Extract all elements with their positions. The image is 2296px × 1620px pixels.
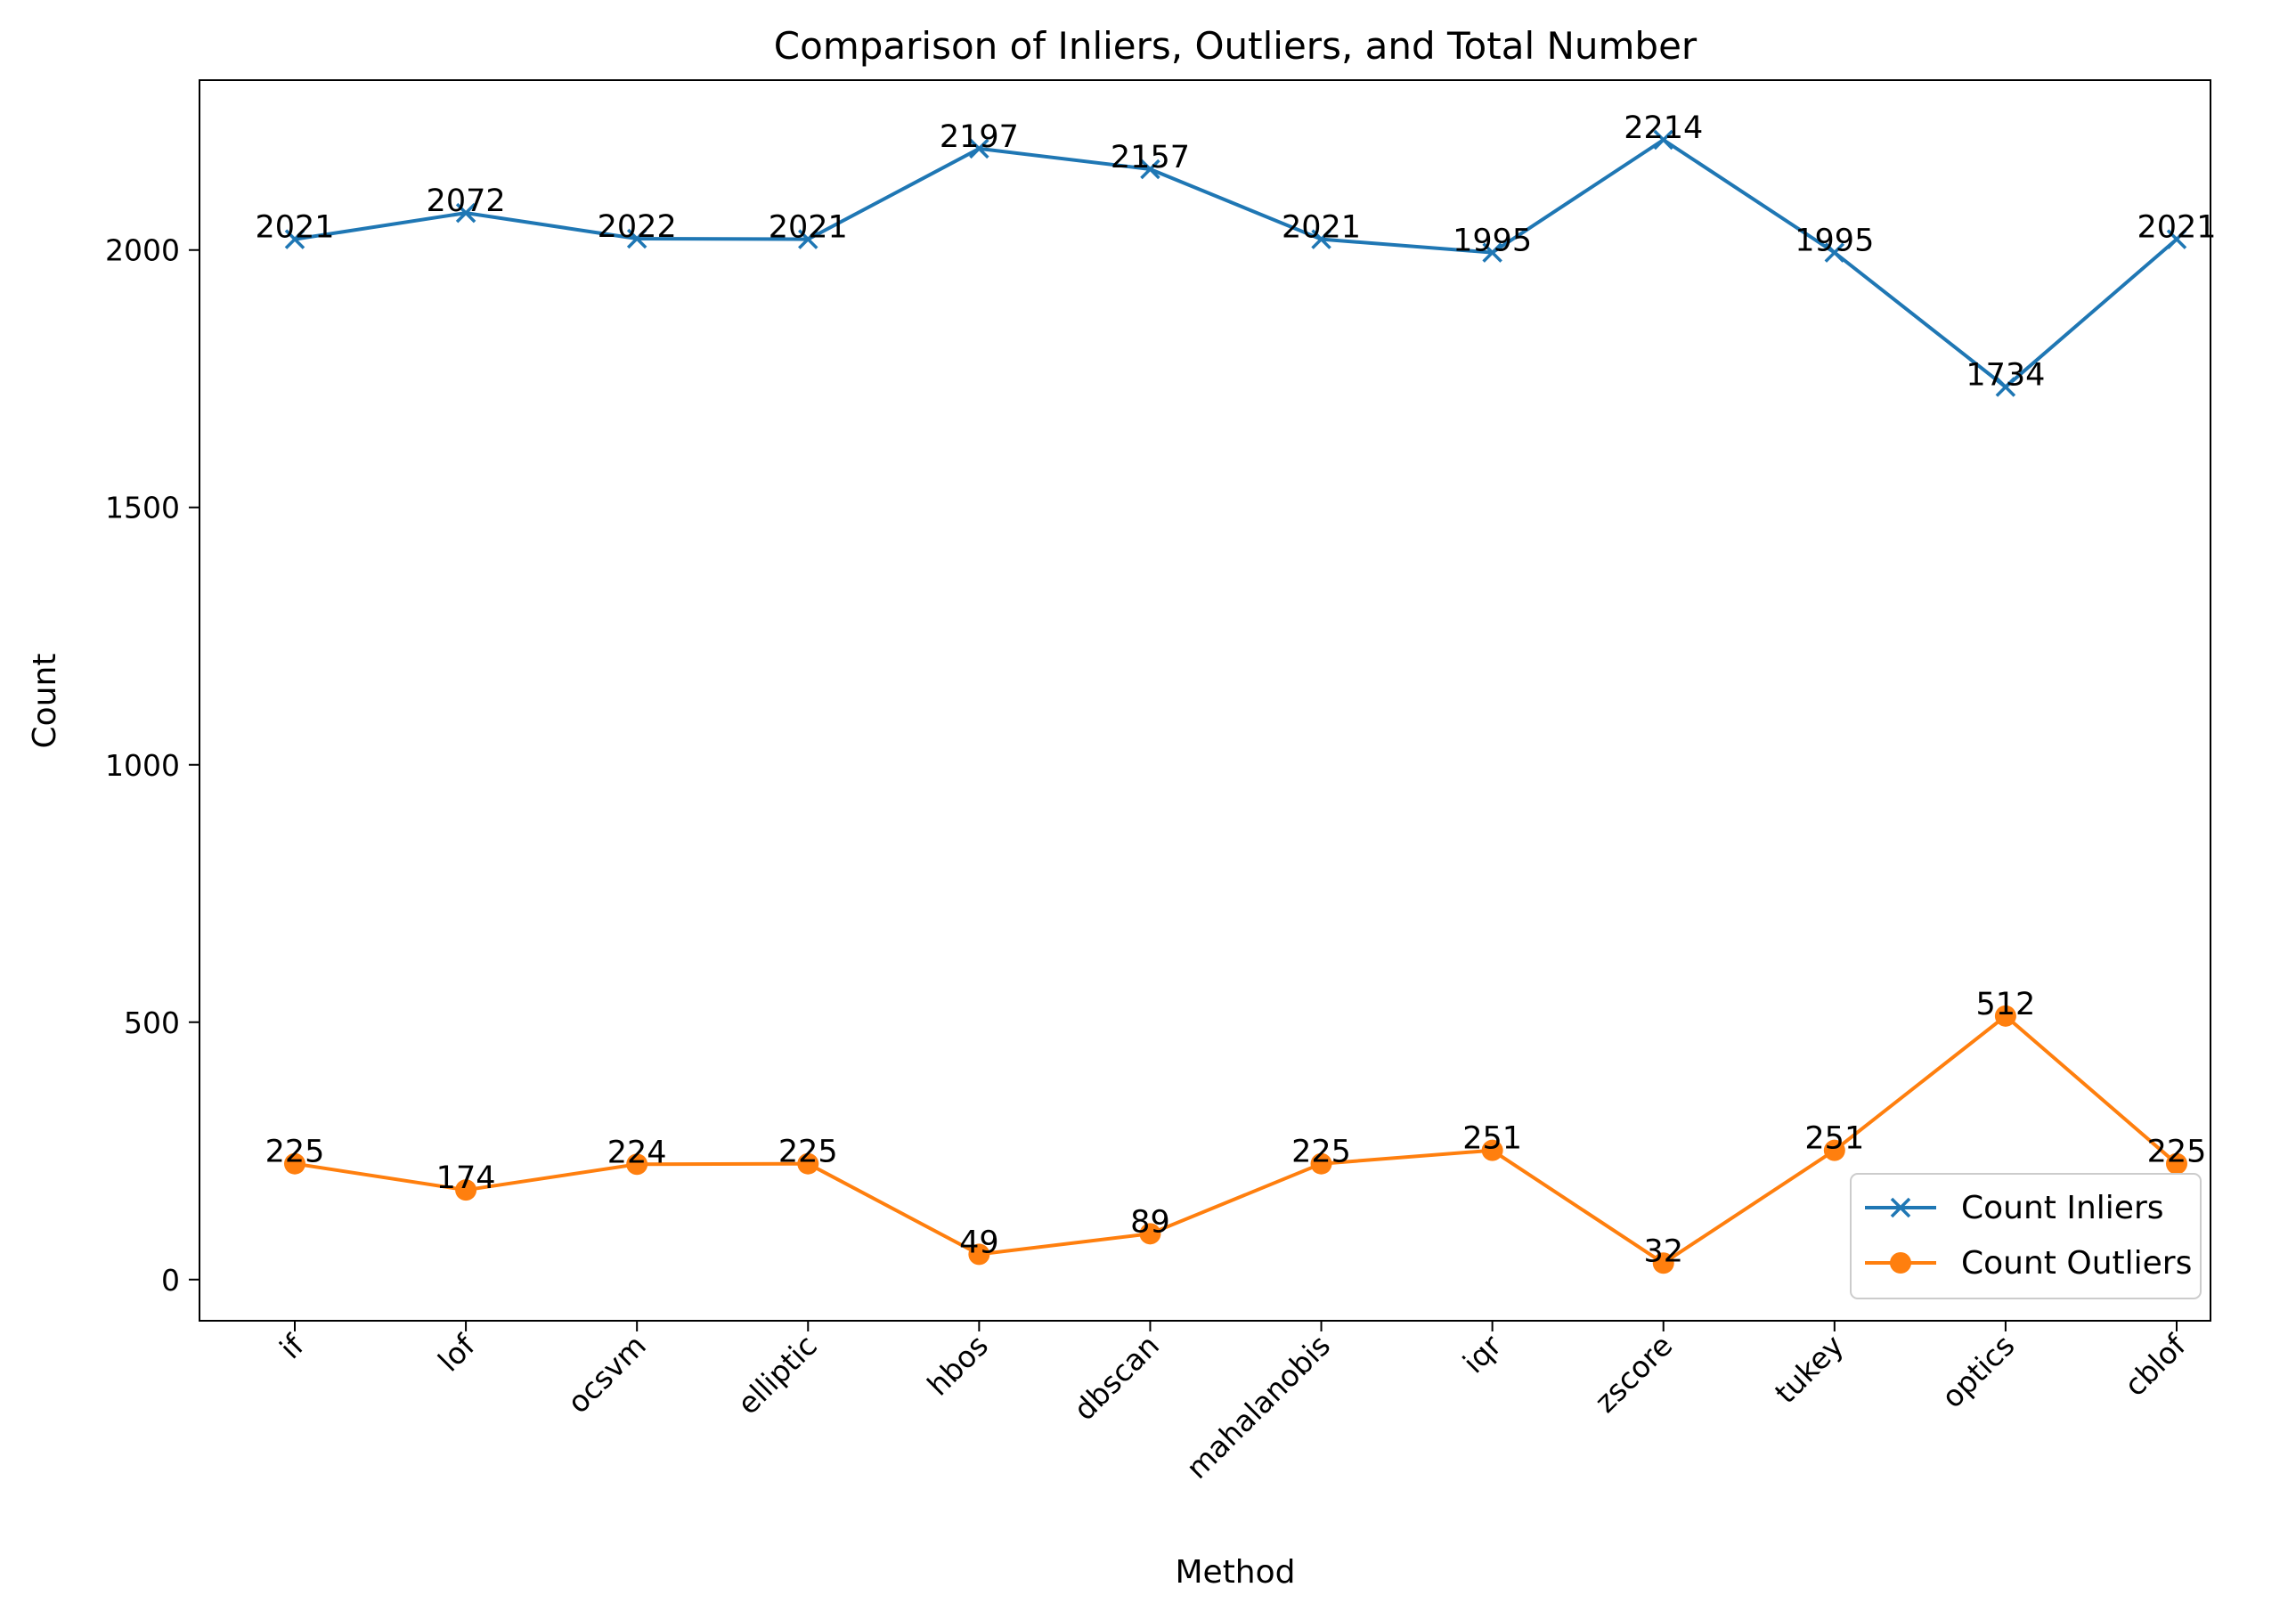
data-label: 225 <box>265 1135 325 1170</box>
y-tick-label: 1000 <box>105 748 180 783</box>
data-point-marker <box>969 138 989 159</box>
x-axis-label: Method <box>1175 1554 1295 1591</box>
legend: Count Inliers Count Outliers <box>1850 1173 2202 1299</box>
y-axis: 0 500 1000 1500 2000 <box>105 233 199 1298</box>
data-label: 225 <box>1291 1135 1351 1170</box>
data-label: 251 <box>1462 1121 1522 1157</box>
data-label: 1995 <box>1795 224 1874 259</box>
plot-frame <box>199 79 2211 1322</box>
y-tick-label: 500 <box>124 1005 180 1040</box>
legend-label: Count Outliers <box>1961 1245 2192 1282</box>
data-label: 1995 <box>1453 224 1532 259</box>
data-label: 2157 <box>1111 140 1190 175</box>
data-point-marker <box>455 202 476 224</box>
data-label: 225 <box>2147 1135 2207 1170</box>
data-label: 2021 <box>255 210 334 246</box>
data-label: 1734 <box>1966 357 2045 393</box>
data-point-marker <box>1311 229 1331 249</box>
data-label: 2214 <box>1624 110 1703 146</box>
data-point-marker <box>968 1243 990 1266</box>
data-point-marker <box>284 229 305 249</box>
data-label: 512 <box>1976 987 2036 1022</box>
data-point-marker <box>1139 1223 1161 1245</box>
data-label: 2197 <box>940 119 1019 155</box>
data-point-marker <box>1995 377 2016 397</box>
data-label: 2021 <box>1282 210 1361 246</box>
y-axis-label: Count <box>27 654 63 749</box>
y-tick-label: 2000 <box>105 233 180 268</box>
data-point-marker <box>1482 242 1502 263</box>
legend-label: Count Inliers <box>1961 1190 2164 1226</box>
y-tick-label: 0 <box>161 1263 180 1298</box>
data-point-marker <box>1824 242 1845 263</box>
series-line-0 <box>294 138 2178 389</box>
y-tick-label: 1500 <box>105 491 180 525</box>
chart-title: Comparison of Inliers, Outliers, and Tot… <box>774 24 1698 68</box>
data-point-marker <box>1140 159 1160 180</box>
data-point-marker <box>798 229 818 249</box>
data-label: 225 <box>778 1135 838 1170</box>
legend-box <box>1850 1173 2202 1299</box>
data-point-marker <box>626 1153 648 1176</box>
data-label: 2021 <box>769 210 848 246</box>
data-label: 32 <box>1643 1233 1683 1269</box>
data-label: 2021 <box>2137 210 2216 246</box>
data-point-marker <box>1652 1252 1674 1274</box>
series-line-1 <box>294 1014 2178 1266</box>
data-point-marker <box>2166 229 2187 249</box>
legend-marker <box>1890 1197 1911 1218</box>
data-point-marker <box>1994 1005 2016 1027</box>
data-label: 49 <box>959 1225 999 1260</box>
legend-marker <box>1890 1252 1911 1274</box>
data-point-marker <box>455 1179 477 1201</box>
data-point-marker <box>284 1152 305 1175</box>
data-label: 2022 <box>598 209 677 245</box>
data-label: 2072 <box>427 183 506 219</box>
data-point-marker <box>2166 1152 2187 1175</box>
data-point-marker <box>1481 1139 1503 1161</box>
data-label: 174 <box>436 1160 496 1196</box>
data-label: 251 <box>1804 1121 1864 1157</box>
data-point-marker <box>1653 129 1673 151</box>
plot-area: 2021 2072 2022 2021 2197 2157 2021 1995 2214 1995… <box>255 110 2217 1274</box>
data-point-marker <box>1310 1152 1332 1175</box>
data-point-marker <box>1823 1139 1845 1161</box>
data-point-marker <box>797 1152 819 1175</box>
data-label: 224 <box>607 1135 667 1170</box>
data-label: 89 <box>1130 1204 1170 1240</box>
data-point-marker <box>626 228 647 249</box>
